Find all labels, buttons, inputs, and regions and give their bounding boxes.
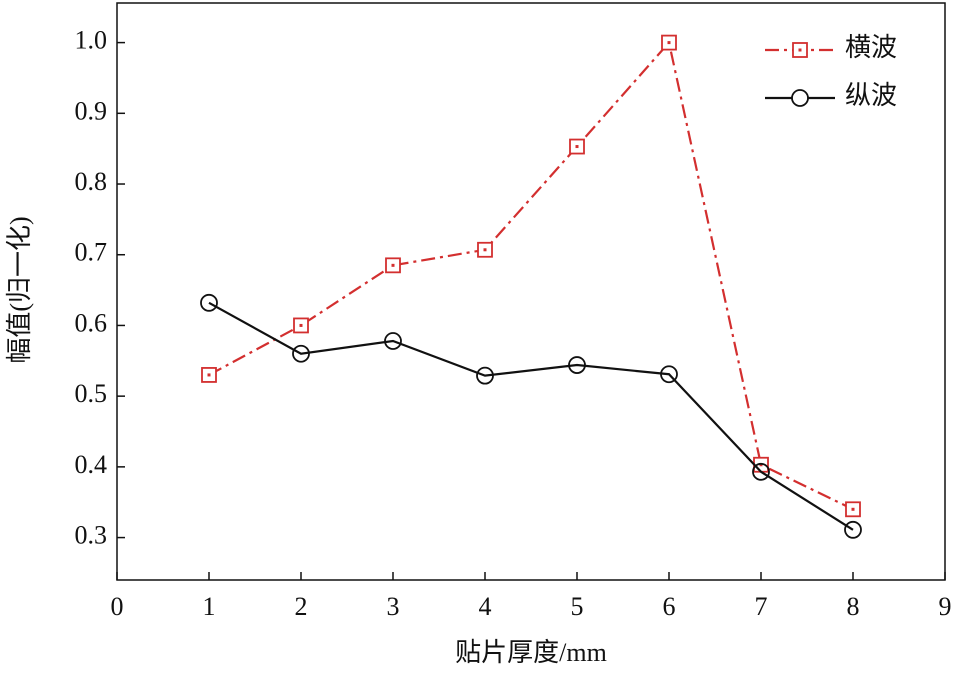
x-tick-label: 6 [663,592,676,621]
marker [661,34,677,51]
legend-dot [798,48,802,52]
x-tick-label: 3 [387,592,400,621]
legend-label: 横波 [845,33,897,62]
x-tick-label: 1 [203,592,216,621]
y-tick-label: 0.8 [75,167,108,196]
marker [200,293,218,312]
legend-circle [791,89,809,107]
y-tick-label: 0.6 [75,308,108,337]
marker-dot [851,507,855,511]
marker [660,365,678,384]
marker-dot [667,41,671,45]
marker [384,332,402,350]
marker-dot [207,373,211,377]
marker-dot [759,463,763,467]
x-axis-label: 贴片厚度/mm [455,638,607,667]
marker [292,344,310,363]
marker [476,366,494,385]
x-tick-label: 0 [111,592,124,621]
legend-marker [792,42,808,58]
marker [752,462,770,481]
plot-frame [116,2,946,581]
y-tick-label: 0.3 [75,521,108,550]
marker [293,317,309,334]
x-tick-label: 9 [939,592,952,621]
legend-marker [791,89,809,107]
marker-dot [299,323,303,327]
y-axis-label: 幅值(归一化) [5,216,34,363]
series-line [208,301,854,531]
marker [477,241,493,258]
x-tick-label: 4 [479,592,492,621]
x-tick-label: 7 [755,592,768,621]
legend-label: 纵波 [845,81,897,110]
y-tick-label: 0.9 [75,96,108,125]
marker [568,356,586,374]
marker-dot [575,145,579,149]
x-tick-label: 2 [295,592,308,621]
y-tick-label: 0.5 [75,379,108,408]
marker [569,138,585,155]
x-tick-label: 5 [571,592,584,621]
series-line [208,40,854,511]
x-tick-label: 8 [847,592,860,621]
y-tick-label: 0.7 [75,238,108,267]
marker [844,520,862,539]
marker-dot [391,263,395,267]
marker [385,257,401,274]
marker [201,367,217,383]
marker [845,501,861,518]
marker-dot [483,248,487,252]
y-tick-label: 0.4 [75,450,108,479]
y-tick-label: 1.0 [75,26,108,55]
